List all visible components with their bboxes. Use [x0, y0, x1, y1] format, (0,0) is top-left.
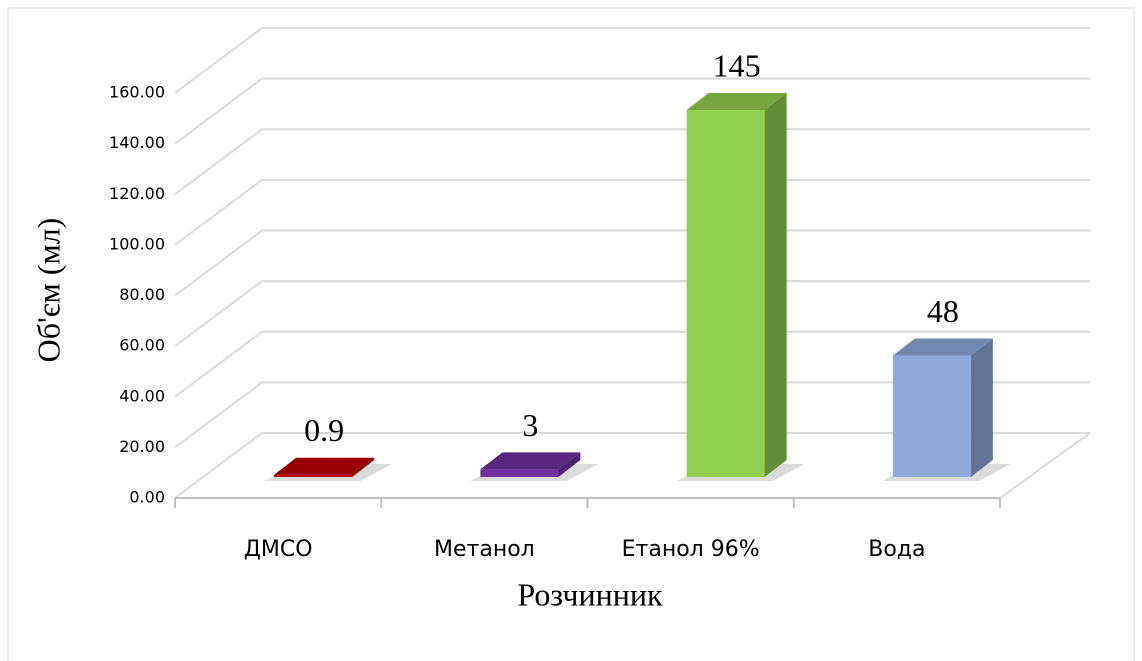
- bar-side: [764, 92, 787, 477]
- bar: [480, 452, 581, 477]
- bar: [686, 92, 787, 477]
- bar-front: [686, 109, 765, 477]
- grid-line: [174, 128, 1090, 196]
- y-tick-label: 0.00: [129, 488, 165, 507]
- data-label: 48: [927, 293, 959, 329]
- x-tick-label: ДМСО: [244, 537, 313, 562]
- y-tick-label: 120.00: [109, 184, 165, 203]
- floor-edge: [999, 432, 1091, 499]
- bar-top: [686, 92, 787, 110]
- y-tick-label: 100.00: [109, 234, 165, 253]
- grid-line: [174, 280, 1090, 347]
- data-label: 0.9: [304, 412, 344, 448]
- y-tick-label: 160.00: [109, 83, 165, 102]
- grid-line: [174, 178, 1090, 246]
- bar: [274, 457, 375, 477]
- y-axis-title: Об'єм (мл): [30, 218, 66, 363]
- grid-line: [174, 381, 1090, 449]
- x-tick-label: Вода: [868, 537, 925, 562]
- bar: [892, 338, 993, 477]
- bar-front: [274, 474, 353, 477]
- chart-frame: [7, 7, 1135, 661]
- grid-line: [174, 229, 1090, 297]
- grid-line: [174, 27, 1090, 94]
- x-tick-label: Етанол 96%: [622, 537, 760, 562]
- bar-top: [892, 338, 993, 356]
- y-tick-label: 140.00: [109, 133, 165, 152]
- y-tick-label: 40.00: [119, 386, 165, 405]
- grid-line: [174, 432, 1090, 499]
- x-tick-label: Метанол: [434, 537, 535, 562]
- x-axis-title: Розчинник: [517, 576, 663, 612]
- bar-top: [480, 452, 581, 470]
- bar-side: [970, 338, 993, 477]
- bar-front: [480, 469, 559, 477]
- bar-side: [352, 457, 375, 477]
- grid-line: [174, 77, 1090, 145]
- y-tick-label: 60.00: [119, 336, 165, 355]
- grid-line: [174, 330, 1090, 398]
- data-label: 3: [522, 407, 538, 443]
- bar-top: [274, 457, 375, 475]
- data-label: 145: [713, 47, 761, 83]
- bar-front: [892, 355, 971, 477]
- y-tick-label: 20.00: [119, 437, 165, 456]
- y-tick-label: 80.00: [119, 285, 165, 304]
- bar-side: [558, 452, 581, 477]
